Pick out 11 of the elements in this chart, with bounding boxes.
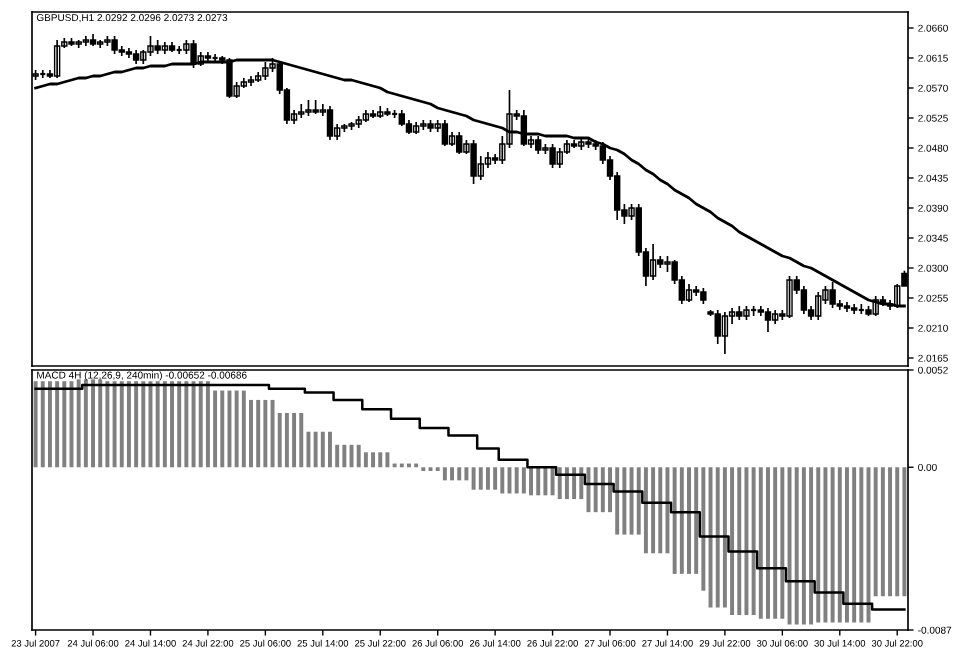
candlestick — [549, 143, 556, 169]
candlestick — [355, 115, 362, 129]
candlestick — [470, 139, 477, 185]
candlestick — [857, 303, 865, 315]
candlestick — [420, 119, 427, 131]
candlestick — [786, 275, 793, 319]
candlestick — [39, 69, 47, 79]
candlestick — [147, 35, 154, 57]
candlestick — [75, 39, 82, 49]
candlestick — [578, 137, 585, 151]
candlestick — [175, 45, 183, 55]
